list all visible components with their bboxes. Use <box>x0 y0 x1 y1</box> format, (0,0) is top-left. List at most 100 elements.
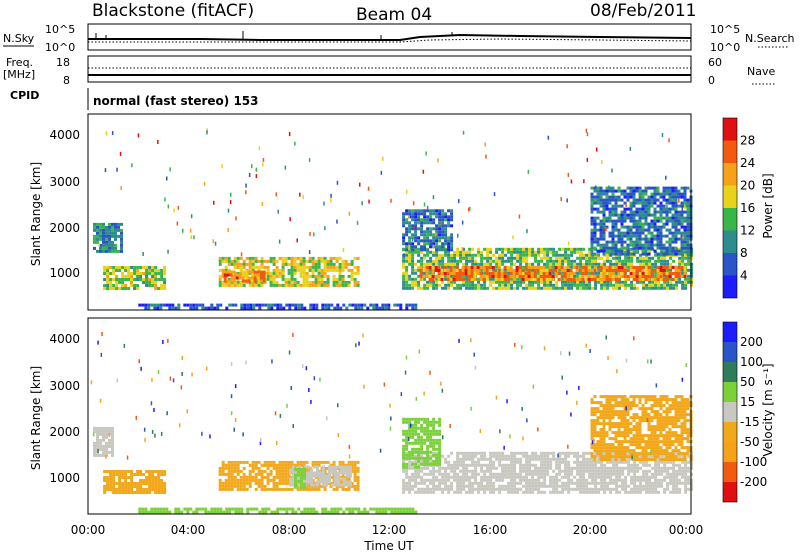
echo-cell <box>665 210 669 214</box>
echo-cell <box>684 490 688 494</box>
scatter-echo <box>526 229 528 234</box>
echo-cell <box>108 246 111 250</box>
echo-cell <box>674 252 678 256</box>
echo-cell <box>294 482 297 486</box>
echo-cell <box>293 283 297 287</box>
echo-cell <box>591 472 595 476</box>
echo-cell <box>311 268 315 272</box>
echo-cell <box>102 231 105 235</box>
echo-cell <box>681 454 685 458</box>
echo-cell <box>432 242 436 246</box>
echo-cell <box>447 475 451 479</box>
echo-cell <box>147 306 151 310</box>
echo-cell <box>485 272 489 275</box>
echo-cell <box>585 478 589 482</box>
echo-cell <box>588 490 592 494</box>
scatter-echo <box>308 250 311 255</box>
echo-cell <box>315 306 319 310</box>
echo-cell <box>311 256 315 260</box>
echo-cell <box>542 275 546 278</box>
echo-cell <box>567 466 571 470</box>
echo-cell <box>267 306 271 310</box>
echo-cell <box>287 463 291 467</box>
echo-cell <box>606 460 610 464</box>
freq-tick-bottom: 8 <box>63 74 70 87</box>
echo-cell <box>363 303 367 307</box>
echo-cell <box>605 249 609 253</box>
echo-cell <box>567 286 571 290</box>
echo-cell <box>290 463 294 467</box>
echo-cell <box>447 245 451 249</box>
nsearch-label: N.Search <box>745 32 795 45</box>
echo-cell <box>488 272 492 275</box>
echo-cell <box>432 283 436 287</box>
echo-cell <box>570 481 574 485</box>
echo-cell <box>278 481 282 485</box>
echo-cell <box>566 272 570 275</box>
echo-cell <box>630 481 634 485</box>
echo-cell <box>671 207 675 211</box>
scatter-echo <box>682 235 684 240</box>
echo-cell <box>477 280 481 284</box>
echo-cell <box>554 272 558 275</box>
echo-cell <box>585 259 589 263</box>
echo-cell <box>605 225 609 229</box>
echo-cell <box>130 473 134 476</box>
echo-cell <box>599 231 603 235</box>
echo-cell <box>501 256 505 260</box>
scatter-echo <box>182 228 184 233</box>
echo-cell <box>662 186 666 190</box>
echo-cell <box>272 262 276 266</box>
echo-cell <box>272 463 276 467</box>
echo-cell <box>480 283 484 287</box>
echo-cell <box>411 306 415 310</box>
echo-cell <box>585 253 589 257</box>
echo-cell <box>528 478 532 482</box>
echo-cell <box>516 283 520 287</box>
echo-cell <box>591 265 595 269</box>
echo-cell <box>651 472 655 476</box>
echo-cell <box>262 270 266 274</box>
echo-cell <box>534 250 538 254</box>
echo-cell <box>678 247 682 251</box>
echo-cell <box>489 280 493 284</box>
echo-cell <box>103 491 107 494</box>
echo-cell <box>317 265 321 269</box>
echo-cell <box>447 256 451 260</box>
echo-cell <box>414 438 418 442</box>
echo-cell <box>527 275 531 278</box>
echo-cell <box>539 272 543 275</box>
echo-cell <box>593 225 597 229</box>
echo-cell <box>537 481 541 485</box>
echo-cell <box>495 250 499 254</box>
echo-cell <box>654 478 658 482</box>
echo-cell <box>417 420 421 424</box>
echo-cell <box>130 272 134 275</box>
echo-cell <box>623 201 627 205</box>
echo-cell <box>564 472 568 476</box>
echo-cell <box>492 463 496 467</box>
echo-cell <box>650 240 654 244</box>
echo-cell <box>450 259 454 263</box>
echo-cell <box>106 479 110 482</box>
echo-cell <box>248 481 252 485</box>
echo-cell <box>641 204 645 208</box>
scatter-echo <box>258 146 261 151</box>
echo-cell <box>647 198 651 202</box>
echo-cell <box>576 460 580 464</box>
echo-cell <box>543 472 547 476</box>
echo-cell <box>633 463 637 467</box>
echo-cell <box>296 256 300 260</box>
scatter-echo <box>469 206 471 211</box>
echo-cell <box>573 475 577 479</box>
echo-cell <box>681 460 685 464</box>
echo-cell <box>305 259 309 263</box>
echo-cell <box>99 243 102 247</box>
echo-cell <box>594 280 598 284</box>
echo-cell <box>650 198 654 202</box>
echo-cell <box>425 275 429 278</box>
echo-cell <box>630 487 634 491</box>
echo-cell <box>647 195 651 199</box>
echo-cell <box>480 484 484 488</box>
echo-cell <box>447 280 451 284</box>
